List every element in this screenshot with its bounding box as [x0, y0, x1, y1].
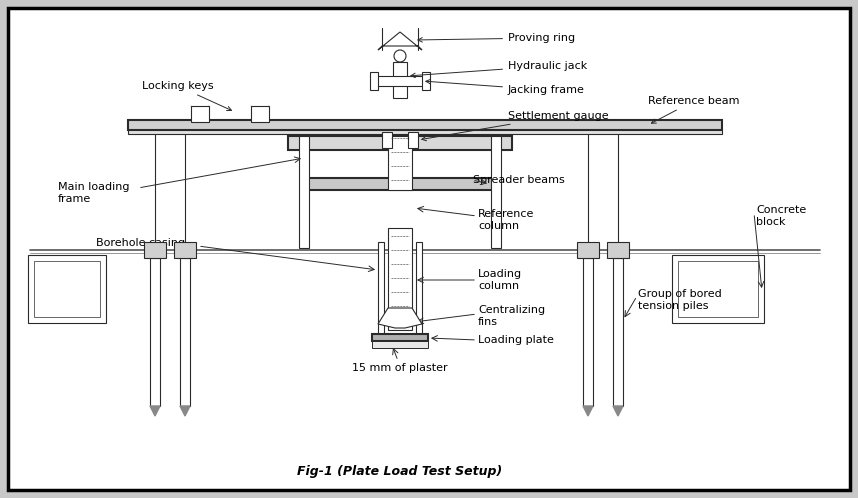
- Bar: [388, 136, 412, 190]
- Bar: [288, 136, 512, 150]
- Bar: [613, 258, 623, 406]
- Bar: [422, 72, 430, 90]
- Text: Loading
column: Loading column: [478, 269, 523, 291]
- Bar: [144, 242, 166, 258]
- Bar: [28, 255, 106, 323]
- Polygon shape: [613, 406, 623, 416]
- Text: Jacking frame: Jacking frame: [426, 79, 585, 95]
- Bar: [678, 261, 758, 317]
- Bar: [372, 334, 428, 341]
- Bar: [128, 130, 722, 134]
- Text: Hydraulic jack: Hydraulic jack: [411, 61, 587, 78]
- Bar: [416, 242, 422, 343]
- Bar: [577, 242, 599, 258]
- Bar: [34, 261, 100, 317]
- Bar: [491, 136, 501, 248]
- Bar: [128, 120, 722, 130]
- Text: Fig-1 (Plate Load Test Setup): Fig-1 (Plate Load Test Setup): [298, 465, 503, 478]
- Bar: [607, 242, 629, 258]
- Bar: [388, 228, 412, 330]
- Bar: [251, 106, 269, 122]
- Text: Centralizing
fins: Centralizing fins: [478, 305, 545, 327]
- Circle shape: [394, 50, 406, 62]
- Text: Proving ring: Proving ring: [418, 33, 575, 43]
- Text: Borehole casing: Borehole casing: [96, 238, 185, 248]
- Text: Locking keys: Locking keys: [142, 81, 232, 111]
- Text: 15 mm of plaster: 15 mm of plaster: [352, 363, 448, 373]
- Bar: [180, 258, 190, 406]
- Bar: [308, 178, 492, 190]
- Bar: [299, 136, 309, 248]
- Bar: [174, 242, 196, 258]
- Polygon shape: [150, 406, 160, 416]
- Polygon shape: [583, 406, 593, 416]
- Bar: [370, 72, 378, 90]
- Bar: [376, 76, 424, 86]
- Text: Settlement gauge: Settlement gauge: [422, 111, 608, 141]
- Bar: [408, 132, 418, 148]
- Bar: [372, 341, 428, 348]
- Bar: [382, 132, 392, 148]
- Bar: [191, 106, 209, 122]
- Text: Spreader beams: Spreader beams: [473, 175, 565, 185]
- Polygon shape: [378, 308, 422, 328]
- Polygon shape: [378, 32, 422, 50]
- Text: Reference beam: Reference beam: [648, 96, 740, 123]
- Bar: [393, 62, 407, 98]
- Text: Concrete
block: Concrete block: [756, 205, 807, 227]
- Bar: [150, 258, 160, 406]
- Bar: [672, 255, 764, 323]
- Text: Group of bored
tension piles: Group of bored tension piles: [638, 289, 722, 311]
- Text: Loading plate: Loading plate: [478, 335, 554, 345]
- Bar: [378, 242, 384, 343]
- Bar: [583, 258, 593, 406]
- Polygon shape: [180, 406, 190, 416]
- Text: Reference
column: Reference column: [478, 209, 535, 231]
- Text: Main loading
frame: Main loading frame: [58, 182, 130, 204]
